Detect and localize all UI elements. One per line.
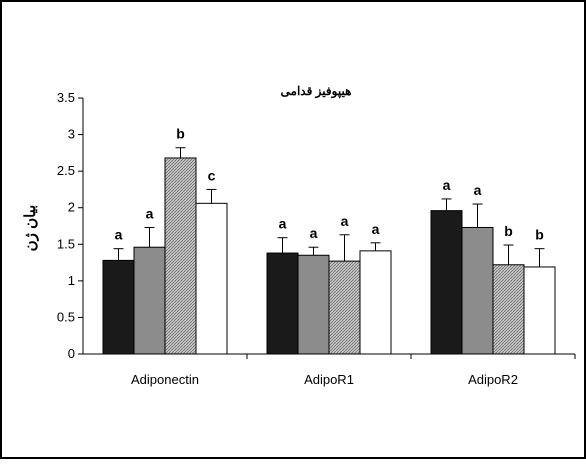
bar [195,202,228,355]
bar [430,210,463,355]
bar [102,259,135,355]
significance-letter: b [504,223,513,239]
y-axis-label: بیان ژن [22,205,39,252]
significance-letter: c [208,167,216,183]
bar [492,264,525,355]
x-tick-label: AdipoR2 [468,372,518,387]
significance-letter: b [535,227,544,243]
bar [461,226,494,355]
x-tick-label: Adiponectin [131,372,199,387]
y-tick-label: 0.5 [57,309,75,324]
bar [523,266,556,355]
axes: 0 0.5 1 1.5 2 2.5 3 3.5 Adiponectin AdipoR1 AdipoR… [57,90,576,387]
y-tick-label: 3 [68,127,75,142]
y-tick-label: 1.5 [57,236,75,251]
significance-letter: a [474,182,482,198]
bar [359,250,392,355]
significance-letter: a [372,221,380,237]
significance-letter: b [176,126,185,142]
bars-layer: a a b c a a a a a a b b [102,126,556,355]
significance-letter: a [279,216,287,232]
bar [297,254,330,355]
significance-letter: a [115,227,123,243]
bar [164,157,197,355]
y-tick-label: 0 [68,346,75,361]
bar [328,260,361,355]
significance-letter: a [443,177,451,193]
significance-letter: a [146,205,154,221]
y-tick-label: 1 [68,273,75,288]
significance-letter: a [310,225,318,241]
significance-letter: a [341,213,349,229]
bar [266,252,299,355]
y-tick-label: 2.5 [57,163,75,178]
x-tick-label: AdipoR1 [304,372,354,387]
bar [133,246,166,355]
y-tick-label: 2 [68,200,75,215]
chart-title: هیپوفیز قدامی [281,84,352,99]
y-tick-label: 3.5 [57,90,75,105]
